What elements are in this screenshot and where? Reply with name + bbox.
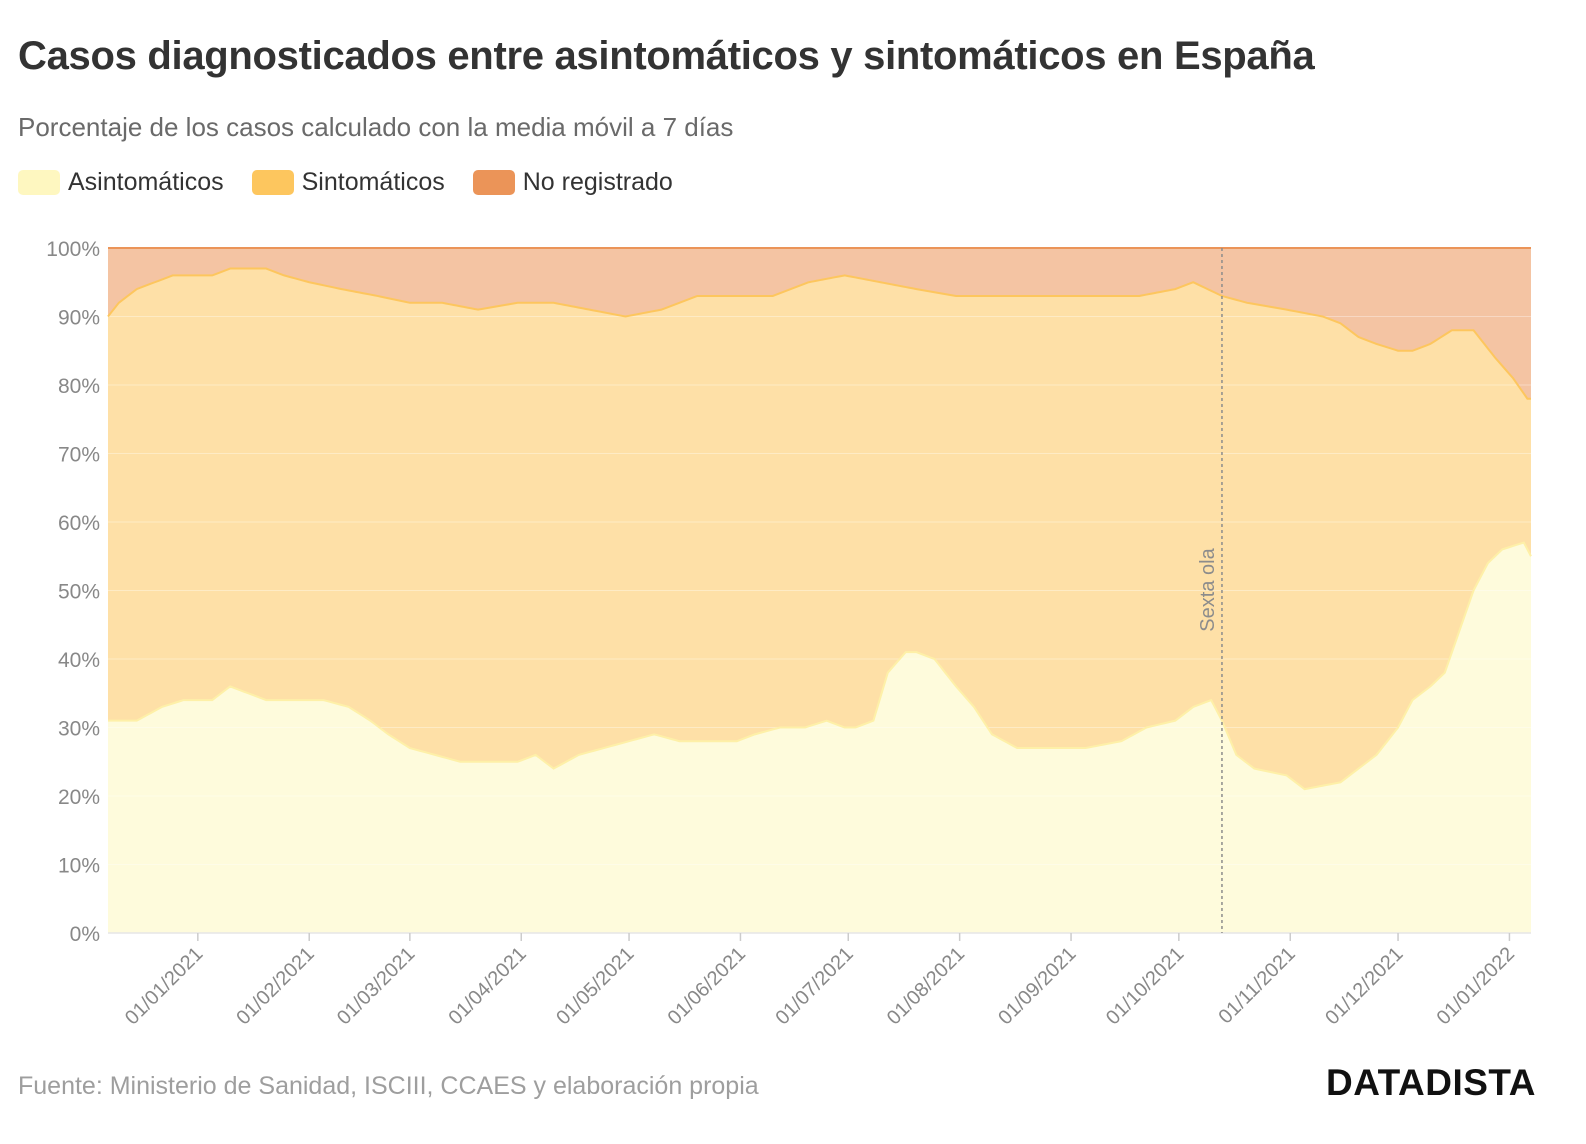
x-tick-label: 01/10/2021 [1102,943,1188,1029]
y-tick-label: 10% [58,855,100,878]
y-tick-label: 20% [58,786,100,809]
y-tick-label: 0% [70,923,100,946]
area-no-registrado [108,248,1531,399]
legend-swatch-sintomaticos [251,170,294,195]
y-tick-label: 80% [58,375,100,398]
area-sintomaticos [108,268,1531,790]
x-tick-label: 01/05/2021 [552,943,638,1029]
legend-swatch-no-registrado [472,170,515,195]
line-sintomaticos [107,267,1531,400]
source-note: Fuente: Ministerio de Sanidad, ISCIII, C… [18,1072,759,1100]
y-tick-label: 30% [58,718,100,741]
stacked-area-chart: 0% 10% 20% 30% 40% 50% 60% 70% 80% 90% 100% 01/01/2… [46,238,1532,1029]
x-tick-label: 01/01/2021 [121,943,207,1029]
y-tick-label: 90% [58,307,100,330]
chart-title: Casos diagnosticados entre asintomáticos… [18,34,1315,78]
line-asintomaticos [108,541,1532,791]
brand-logo: DATADISTA [1325,1062,1536,1103]
annotation-label: Sexta ola [1197,547,1219,631]
x-tick-label: 01/09/2021 [994,943,1080,1029]
x-tick-label: 01/08/2021 [883,943,969,1029]
legend-item-no-registrado[interactable]: No registrado [472,168,673,197]
legend-label-sintomaticos: Sintomáticos [301,168,445,196]
y-tick-label: 60% [58,512,100,535]
x-tick-label: 01/03/2021 [333,943,419,1029]
legend: Asintomáticos Sintomáticos No registrado [18,168,701,197]
y-tick-label: 100% [46,238,100,261]
legend-label-no-registrado: No registrado [522,168,673,196]
y-tick-label: 50% [58,581,100,604]
x-tick-label: 01/04/2021 [444,943,530,1029]
x-tick-label: 01/12/2021 [1321,943,1407,1029]
x-tick-label: 01/01/2022 [1433,943,1519,1029]
legend-swatch-asintomaticos [18,170,60,195]
area-asintomaticos [108,542,1531,933]
legend-item-asintomaticos[interactable]: Asintomáticos [18,168,224,197]
chart-subtitle: Porcentaje de los casos calculado con la… [18,112,734,142]
legend-label-asintomaticos: Asintomáticos [68,168,224,196]
x-tick-label: 01/11/2021 [1214,943,1299,1028]
legend-item-sintomaticos[interactable]: Sintomáticos [251,168,445,197]
x-tick-label: 01/06/2021 [664,943,750,1029]
y-tick-label: 70% [58,444,100,467]
y-tick-label: 40% [58,649,100,672]
x-tick-label: 01/02/2021 [232,943,318,1029]
x-tick-label: 01/07/2021 [771,943,857,1029]
